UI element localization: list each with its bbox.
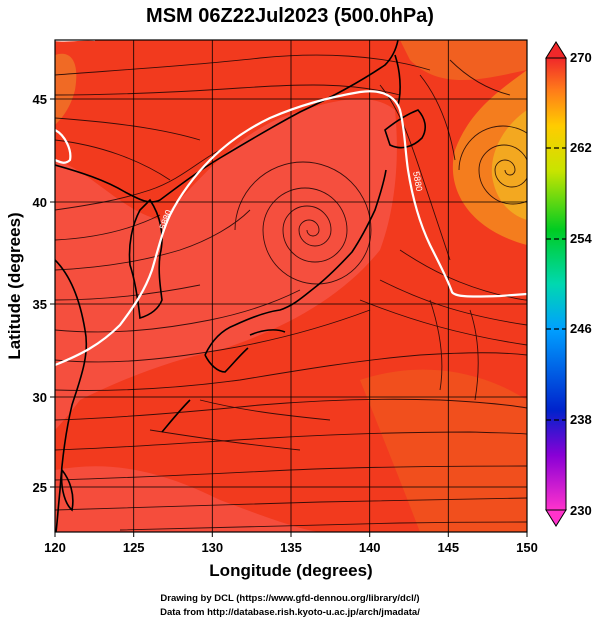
tick-marks	[50, 98, 528, 537]
warm-region-south	[55, 466, 320, 532]
x-tick-label: 125	[123, 540, 145, 555]
y-tick-label: 45	[33, 92, 47, 107]
grid-lines	[55, 40, 527, 532]
colorbar-tick-label: 230	[570, 503, 592, 518]
warm-region-west	[55, 98, 397, 430]
x-axis-label: Longitude (degrees)	[209, 561, 372, 580]
colorbar-bottom-arrow	[545, 509, 567, 527]
cool-region-northeast	[400, 40, 527, 80]
colorbar-tick-label: 246	[570, 321, 592, 336]
x-tick-label: 135	[280, 540, 302, 555]
coastlines	[55, 40, 427, 532]
credit-line-2: Data from http://database.rish.kyoto-u.a…	[160, 607, 420, 618]
x-tick-label: 130	[201, 540, 223, 555]
credit-line-1: Drawing by DCL (https://www.gfd-dennou.o…	[160, 593, 419, 604]
colorbar-tick-label: 262	[570, 140, 592, 155]
y-tick-label: 35	[33, 297, 47, 312]
x-tick-label: 120	[44, 540, 66, 555]
colorbar-tick-label: 270	[570, 50, 592, 65]
y-tick-labels: 25 30 35 40 45	[33, 92, 47, 495]
x-tick-label: 145	[437, 540, 459, 555]
colorbar-top-arrow	[545, 41, 567, 59]
y-tick-label: 25	[33, 480, 47, 495]
x-tick-labels: 120 125 130 135 140 145 150	[44, 540, 538, 555]
colorbar-bar	[545, 57, 567, 511]
cool-region-northwest	[55, 53, 77, 125]
cool-region-east-inner	[491, 110, 527, 220]
streamlines	[55, 54, 527, 531]
cool-region-southeast	[360, 369, 527, 532]
x-tick-label: 150	[516, 540, 538, 555]
contour-label: 5880	[411, 171, 424, 192]
colorbar: 270 262 254 246 238 230	[545, 41, 592, 527]
y-tick-label: 30	[33, 390, 47, 405]
map-title: MSM 06Z22Jul2023 (500.0hPa)	[146, 5, 434, 27]
colorbar-tick-label: 238	[570, 412, 592, 427]
plot-area: 5880 5880	[55, 40, 527, 532]
y-tick-label: 40	[33, 195, 47, 210]
x-tick-label: 140	[359, 540, 381, 555]
y-axis-label: Latitude (degrees)	[5, 212, 24, 359]
colorbar-tick-label: 254	[570, 231, 592, 246]
